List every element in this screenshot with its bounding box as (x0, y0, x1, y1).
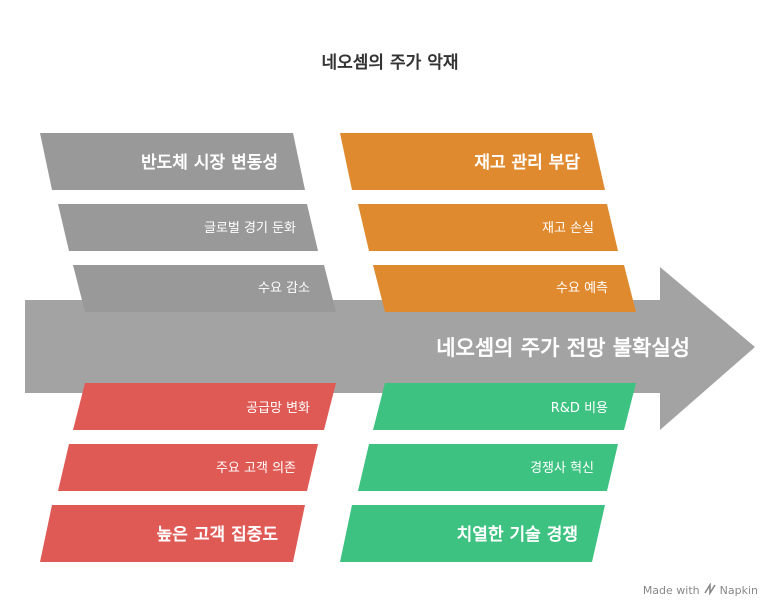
watermark-brand: Napkin (719, 584, 758, 597)
cause-item-label-top-left-2: 수요 감소 (258, 281, 310, 296)
category-bottom-right: R&D 비용 경쟁사 혁신 치열한 기술 경쟁 (340, 383, 636, 562)
cause-item-bottom-left-1 (73, 383, 336, 430)
cause-item-bottom-right-1 (373, 383, 636, 430)
cause-item-label-bottom-right-1: R&D 비용 (551, 401, 608, 416)
category-top-left: 반도체 시장 변동성 글로벌 경기 둔화 수요 감소 (40, 133, 336, 312)
cause-head-bottom-right (340, 505, 605, 562)
cause-item-label-top-left-1: 글로벌 경기 둔화 (204, 221, 296, 236)
cause-head-label-bottom-right: 치열한 기술 경쟁 (457, 525, 578, 545)
cause-item-label-bottom-left-1: 공급망 변화 (246, 401, 310, 416)
cause-item-label-top-right-2: 수요 예측 (556, 281, 608, 296)
cause-item-bottom-right-2 (358, 444, 618, 491)
category-bottom-left: 공급망 변화 주요 고객 의존 높은 고객 집중도 (40, 383, 336, 562)
cause-item-bottom-left-2 (58, 444, 318, 491)
cause-head-bottom-left (40, 505, 305, 562)
cause-item-label-bottom-left-2: 주요 고객 의존 (216, 461, 296, 476)
watermark: Made with Napkin (642, 582, 758, 598)
cause-item-label-bottom-right-2: 경쟁사 혁신 (530, 461, 594, 476)
cause-item-label-top-right-1: 재고 손실 (542, 221, 594, 236)
cause-head-label-bottom-left: 높은 고객 집중도 (157, 525, 279, 545)
cause-head-label-top-right: 재고 관리 부담 (474, 153, 580, 173)
diagram-title: 네오셈의 주가 악재 (321, 53, 459, 73)
watermark-prefix: Made with (642, 584, 700, 597)
cause-head-top-right (340, 133, 605, 190)
spine-label: 네오셈의 주가 전망 불확실성 (436, 336, 690, 360)
napkin-logo-icon (703, 582, 716, 598)
cause-item-top-left-2 (73, 265, 336, 312)
cause-head-top-left (40, 133, 305, 190)
cause-item-top-right-1 (358, 204, 618, 251)
category-top-right: 재고 관리 부담 재고 손실 수요 예측 (340, 133, 636, 312)
cause-item-top-left-1 (58, 204, 318, 251)
cause-item-top-right-2 (373, 265, 636, 312)
cause-head-label-top-left: 반도체 시장 변동성 (141, 153, 278, 173)
